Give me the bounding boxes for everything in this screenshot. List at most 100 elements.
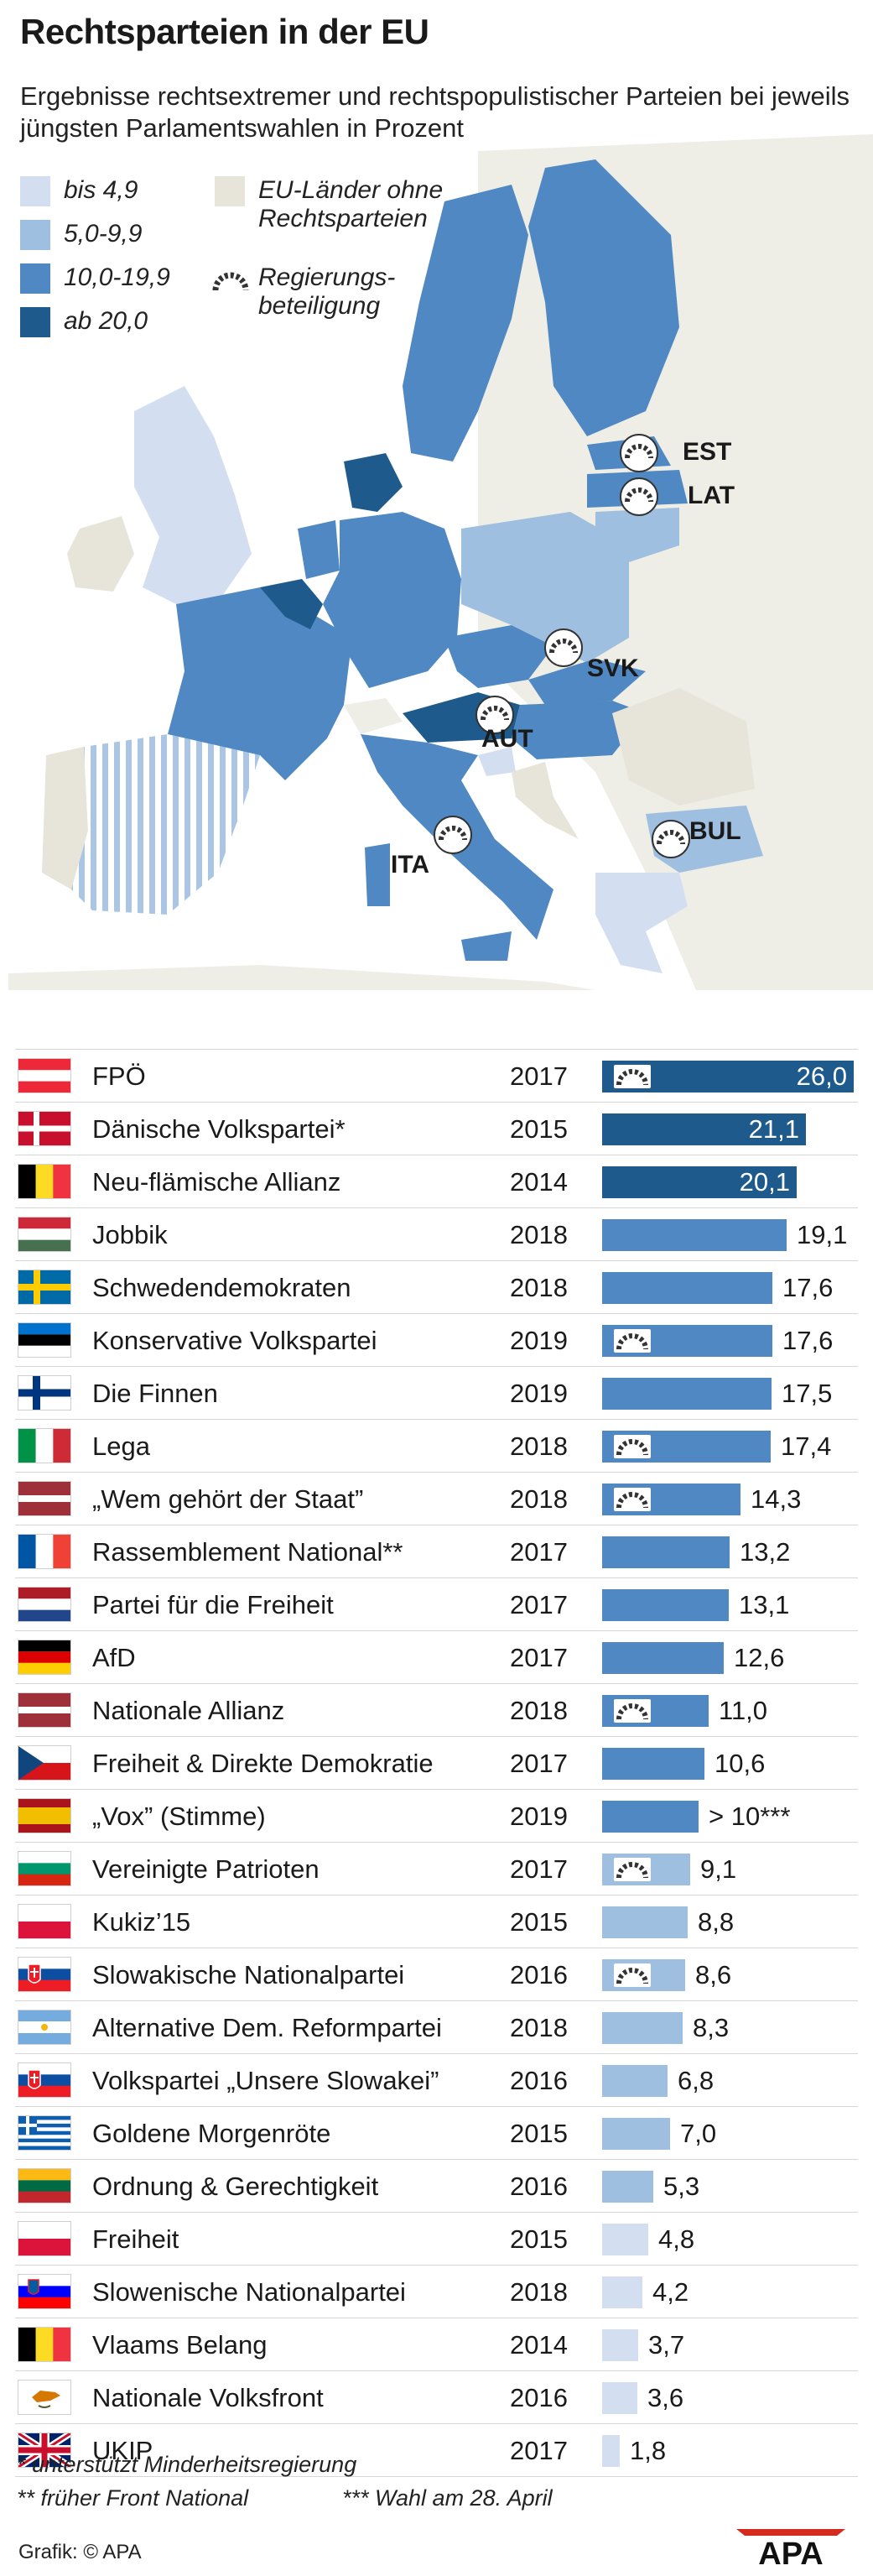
party-name: Nationale Volksfront <box>92 2383 324 2412</box>
map-gov-marker-aut <box>475 696 514 734</box>
election-year: 2019 <box>510 1326 568 1355</box>
election-year: 2016 <box>510 2066 568 2095</box>
table-row: Schwedendemokraten 2018 17,6 <box>15 1261 858 1314</box>
map-poland <box>461 512 629 663</box>
party-name: Konservative Volkspartei <box>92 1326 377 1355</box>
flag-icon <box>18 1535 70 1568</box>
result-value: 4,8 <box>658 2224 695 2254</box>
table-row: Vlaams Belang 2014 3,7 <box>15 2318 858 2371</box>
party-name: Slowenische Nationalpartei <box>92 2277 406 2307</box>
result-value: 6,8 <box>678 2066 715 2095</box>
table-row: Goldene Morgenröte 2015 7,0 <box>15 2107 858 2160</box>
result-bar <box>602 2065 668 2097</box>
table-row: Partei für die Freiheit 2017 13,1 <box>15 1578 858 1631</box>
election-year: 2019 <box>510 1802 568 1831</box>
election-year: 2018 <box>510 1431 568 1461</box>
map-switzerland <box>344 698 403 734</box>
table-row: „Vox” (Stimme) 2019 > 10*** <box>15 1790 858 1843</box>
table-row: UKIP 2017 1,8 <box>15 2424 858 2477</box>
map-label-svk: SVK <box>587 654 639 682</box>
election-year: 2017 <box>510 2436 568 2465</box>
result-value: 3,7 <box>648 2330 685 2360</box>
map-gov-marker-est <box>620 434 658 472</box>
party-name: „Wem gehört der Staat” <box>92 1484 364 1514</box>
result-value: 7,0 <box>680 2119 717 2148</box>
result-value: > 10*** <box>709 1802 791 1831</box>
legend-10-19-9: 10,0-19,9 <box>64 263 170 291</box>
flag-icon <box>18 2275 70 2308</box>
election-year: 2015 <box>510 2224 568 2254</box>
result-value: 5,3 <box>663 2172 700 2201</box>
map-gov-marker-bul <box>652 820 690 858</box>
table-row: Alternative Dem. Reformpartei 2018 8,3 <box>15 2001 858 2054</box>
flag-icon <box>18 1588 70 1621</box>
map-uk <box>134 386 252 604</box>
map-sicily <box>461 931 512 961</box>
map-label-ita: ITA <box>391 851 430 879</box>
legend-gov-line2: beteiligung <box>258 292 381 320</box>
election-year: 2015 <box>510 1114 568 1144</box>
government-participation-icon <box>614 1065 651 1088</box>
result-value: 8,3 <box>693 2013 730 2042</box>
election-year: 2017 <box>510 1854 568 1884</box>
result-bar <box>602 1113 806 1145</box>
election-year: 2018 <box>510 2277 568 2307</box>
result-bar <box>602 1166 797 1198</box>
result-value: 12,6 <box>734 1643 785 1672</box>
election-year: 2017 <box>510 1643 568 1672</box>
result-value: 19,1 <box>797 1220 848 1249</box>
result-value: 11,0 <box>719 1696 768 1725</box>
party-name: Jobbik <box>92 1220 168 1249</box>
result-bar <box>602 2012 683 2044</box>
party-name: Dänische Volkspartei* <box>92 1114 346 1144</box>
apa-logo-text: APA <box>758 2537 823 2568</box>
table-row: Slowakische Nationalpartei 2016 8,6 <box>15 1948 858 2001</box>
election-year: 2014 <box>510 2330 568 2360</box>
election-year: 2016 <box>510 2383 568 2412</box>
map-spain <box>71 734 260 915</box>
source-credit: Grafik: © APA <box>18 2541 142 2563</box>
map-gov-marker-svk <box>544 628 583 667</box>
government-participation-icon <box>614 1963 651 1987</box>
flag-icon <box>18 2380 70 2414</box>
result-bar <box>602 2171 653 2203</box>
table-row: Jobbik 2018 19,1 <box>15 1208 858 1261</box>
result-value: 1,8 <box>630 2436 667 2465</box>
party-name: Die Finnen <box>92 1379 218 1408</box>
table-row: AfD 2017 12,6 <box>15 1631 858 1684</box>
flag-icon <box>18 2063 70 2097</box>
result-bar <box>602 2382 637 2414</box>
result-bar <box>602 1536 730 1568</box>
table-row: Die Finnen 2019 17,5 <box>15 1367 858 1420</box>
flag-icon <box>18 2169 70 2203</box>
result-bar <box>602 1589 729 1621</box>
result-value: 13,2 <box>740 1537 791 1567</box>
flag-icon <box>18 1376 70 1410</box>
government-participation-icon <box>614 1858 651 1881</box>
flag-icon <box>18 2116 70 2150</box>
map-germany <box>323 512 461 688</box>
flag-icon <box>18 1218 70 1251</box>
party-name: Vereinigte Patrioten <box>92 1854 320 1884</box>
party-name: Ordnung & Gerechtigkeit <box>92 2172 379 2201</box>
result-value: 17,4 <box>781 1431 832 1461</box>
party-name: Alternative Dem. Reformpartei <box>92 2013 442 2042</box>
page-title: Rechtsparteien in der EU <box>20 12 429 51</box>
flag-icon <box>18 1165 70 1198</box>
table-row: Nationale Volksfront 2016 3,6 <box>15 2371 858 2424</box>
flag-icon <box>18 1958 70 1991</box>
legend-swatch-5-9-9 <box>20 220 50 250</box>
election-year: 2017 <box>510 1590 568 1619</box>
election-year: 2018 <box>510 2013 568 2042</box>
table-row: Lega 2018 17,4 <box>15 1420 858 1473</box>
result-value: 20,1 <box>739 1167 790 1197</box>
party-name: Nationale Allianz <box>92 1696 285 1725</box>
result-value: 26,0 <box>796 1061 847 1091</box>
footnote-minority: * unterstützt Minderheitsregierung <box>17 2452 357 2477</box>
table-row: Vereinigte Patrioten 2017 9,1 <box>15 1843 858 1895</box>
government-participation-icon <box>614 1435 651 1458</box>
election-year: 2015 <box>510 1907 568 1937</box>
party-name: Vlaams Belang <box>92 2330 268 2360</box>
legend-swatch-10-19-9 <box>20 263 50 294</box>
result-value: 14,3 <box>751 1484 802 1514</box>
